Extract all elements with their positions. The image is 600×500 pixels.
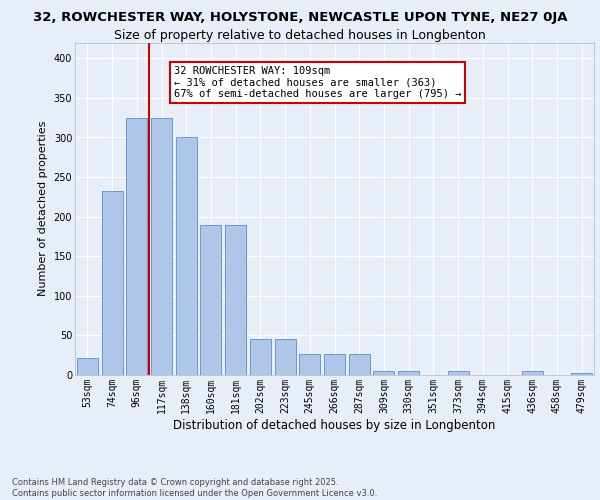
Text: Size of property relative to detached houses in Longbenton: Size of property relative to detached ho…	[114, 29, 486, 42]
Bar	[176, 138, 197, 375]
X-axis label: Distribution of detached houses by size in Longbenton: Distribution of detached houses by size …	[173, 418, 496, 432]
Bar	[126, 118, 147, 375]
Bar	[522, 371, 543, 375]
Bar	[398, 371, 419, 375]
Bar	[77, 358, 98, 375]
Bar	[571, 374, 592, 375]
Text: 32 ROWCHESTER WAY: 109sqm
← 31% of detached houses are smaller (363)
67% of semi: 32 ROWCHESTER WAY: 109sqm ← 31% of detac…	[173, 66, 461, 99]
Bar	[324, 354, 345, 375]
Text: Contains HM Land Registry data © Crown copyright and database right 2025.
Contai: Contains HM Land Registry data © Crown c…	[12, 478, 377, 498]
Bar	[299, 354, 320, 375]
Bar	[151, 118, 172, 375]
Bar	[349, 354, 370, 375]
Bar	[250, 338, 271, 375]
Bar	[448, 371, 469, 375]
Text: 32, ROWCHESTER WAY, HOLYSTONE, NEWCASTLE UPON TYNE, NE27 0JA: 32, ROWCHESTER WAY, HOLYSTONE, NEWCASTLE…	[33, 11, 567, 24]
Bar	[373, 371, 394, 375]
Bar	[275, 338, 296, 375]
Y-axis label: Number of detached properties: Number of detached properties	[38, 121, 48, 296]
Bar	[101, 192, 122, 375]
Bar	[200, 224, 221, 375]
Bar	[225, 224, 246, 375]
